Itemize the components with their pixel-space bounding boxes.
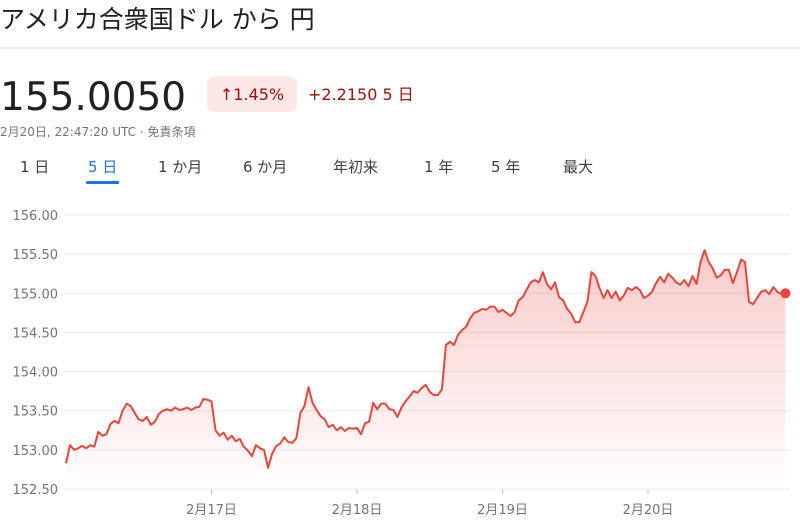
- tab[interactable]: 最大: [563, 158, 593, 176]
- tabs: 1 日 5 日 1 か月 6 か月 年初来 1 年 5 年 最大: [20, 158, 593, 184]
- tab-underline: [86, 181, 120, 184]
- chart: 152.50 153.00 153.50 154.00 154.50 155.00 155.…: [13, 209, 791, 518]
- tab[interactable]: 6 か月: [243, 158, 287, 176]
- last-point: [780, 288, 791, 299]
- price-line: [65, 249, 786, 469]
- y-tick-label: 154.00: [13, 366, 59, 381]
- change-badge: [207, 76, 297, 112]
- tab[interactable]: 1 日: [20, 158, 49, 176]
- price: 155.0050: [0, 75, 186, 120]
- x-tick-label: 2月20日: [623, 503, 674, 518]
- area: [66, 250, 786, 489]
- title: アメリカ合衆国ドル から 円: [0, 5, 315, 34]
- x-tick-label: 2月18日: [332, 503, 383, 518]
- tab[interactable]: 1 年: [424, 158, 453, 176]
- change-percent: ↑1.45%: [220, 85, 284, 104]
- timestamp: 2月20日, 22:47:20 UTC · 免責条項: [0, 124, 195, 139]
- y-tick-label: 156.00: [13, 209, 59, 224]
- y-tick-label: 154.50: [13, 326, 59, 341]
- tab[interactable]: 1 か月: [158, 158, 202, 176]
- y-tick-label: 153.00: [13, 444, 59, 459]
- change: +2.2150 5 日: [308, 85, 414, 104]
- y-tick-label: 152.50: [13, 483, 59, 498]
- y-tick-label: 155.00: [13, 287, 59, 302]
- tab[interactable]: 5 年: [491, 158, 520, 176]
- x-tick-label: 2月17日: [186, 503, 237, 518]
- y-tick-label: 153.50: [13, 405, 59, 420]
- x-tick-label: 2月19日: [477, 503, 528, 518]
- y-tick-label: 155.50: [13, 248, 59, 263]
- tab[interactable]: 5 日: [88, 158, 117, 176]
- tab[interactable]: 年初来: [333, 158, 378, 176]
